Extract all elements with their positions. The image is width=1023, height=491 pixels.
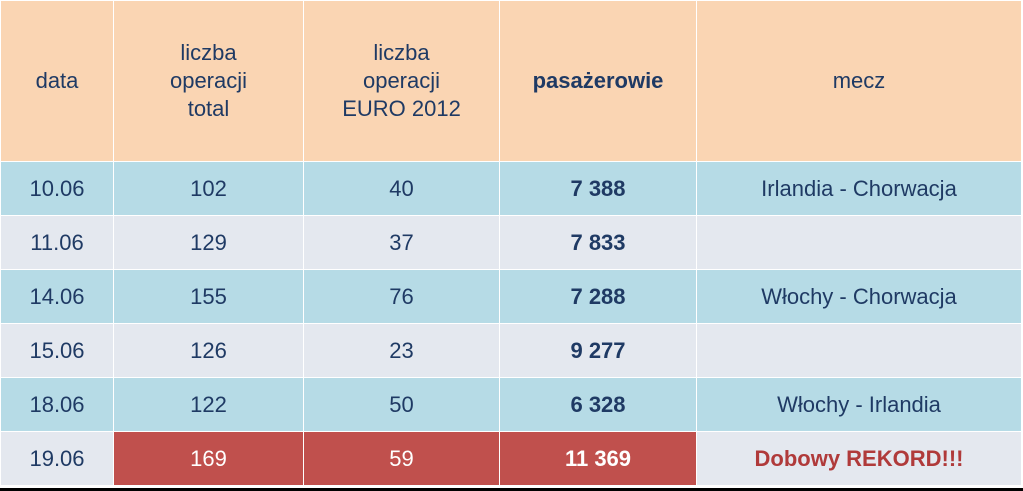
- cell-passengers: 7 833: [499, 215, 697, 270]
- cell-match: Włochy - Chorwacja: [696, 269, 1022, 324]
- header-data: data: [0, 0, 114, 162]
- cell-euro: 76: [303, 269, 500, 324]
- cell-total: 129: [113, 215, 304, 270]
- cell-total: 122: [113, 377, 304, 432]
- table-row: 18.06 122 50 6 328 Włochy - Irlandia: [0, 377, 1022, 432]
- header-euro-line-3: EURO 2012: [342, 96, 461, 121]
- cell-total: 102: [113, 161, 304, 216]
- header-euro-line-1: liczba: [373, 40, 430, 65]
- cell-total: 155: [113, 269, 304, 324]
- header-total-line-3: total: [187, 96, 230, 121]
- cell-passengers: 7 288: [499, 269, 697, 324]
- bottom-rule: [0, 488, 1023, 491]
- cell-total-highlighted: 169: [113, 431, 304, 486]
- cell-date: 18.06: [0, 377, 114, 432]
- cell-passengers-highlighted: 11 369: [499, 431, 697, 486]
- table-row: 14.06 155 76 7 288 Włochy - Chorwacja: [0, 269, 1022, 324]
- cell-euro: 23: [303, 323, 500, 378]
- cell-match: Irlandia - Chorwacja: [696, 161, 1022, 216]
- cell-match: [696, 323, 1022, 378]
- table-body: 10.06 102 40 7 388 Irlandia - Chorwacja …: [0, 161, 1022, 486]
- table-row-record: 19.06 169 59 11 369 Dobowy REKORD!!!: [0, 431, 1022, 486]
- header-euro-line-2: operacji: [362, 68, 441, 93]
- table-row: 11.06 129 37 7 833: [0, 215, 1022, 270]
- header-passengers: pasażerowie: [499, 0, 697, 162]
- header-match: mecz: [696, 0, 1022, 162]
- cell-passengers: 9 277: [499, 323, 697, 378]
- header-total-line-1: liczba: [180, 40, 237, 65]
- header-row: data liczba operacji total liczba operac…: [0, 0, 1022, 162]
- cell-passengers: 6 328: [499, 377, 697, 432]
- cell-euro: 50: [303, 377, 500, 432]
- cell-match: Włochy - Irlandia: [696, 377, 1022, 432]
- header-euro-operations: liczba operacji EURO 2012: [303, 0, 500, 162]
- cell-match: [696, 215, 1022, 270]
- cell-record-note: Dobowy REKORD!!!: [696, 431, 1022, 486]
- cell-date: 14.06: [0, 269, 114, 324]
- header-total-line-2: operacji: [169, 68, 248, 93]
- cell-date: 11.06: [0, 215, 114, 270]
- header-total-operations: liczba operacji total: [113, 0, 304, 162]
- cell-euro: 40: [303, 161, 500, 216]
- cell-euro-highlighted: 59: [303, 431, 500, 486]
- cell-total: 126: [113, 323, 304, 378]
- cell-date: 19.06: [0, 431, 114, 486]
- table-row: 15.06 126 23 9 277: [0, 323, 1022, 378]
- cell-date: 10.06: [0, 161, 114, 216]
- cell-passengers: 7 388: [499, 161, 697, 216]
- cell-date: 15.06: [0, 323, 114, 378]
- table-header: data liczba operacji total liczba operac…: [0, 0, 1022, 162]
- cell-euro: 37: [303, 215, 500, 270]
- table-row: 10.06 102 40 7 388 Irlandia - Chorwacja: [0, 161, 1022, 216]
